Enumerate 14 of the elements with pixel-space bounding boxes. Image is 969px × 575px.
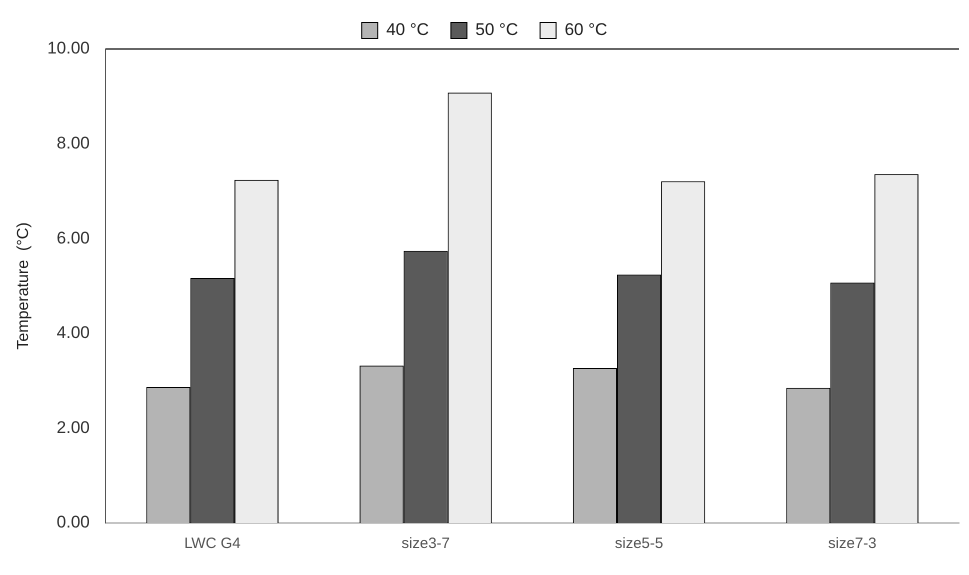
y-tick-label: 0.00	[56, 512, 90, 532]
y-tick-label: 4.00	[56, 323, 90, 342]
y-tick-label: 8.00	[56, 133, 90, 152]
y-tick-label: 6.00	[56, 228, 90, 248]
x-tick-label: size3-7	[402, 535, 450, 552]
x-tick-label: size5-5	[614, 535, 664, 552]
legend-label: 40 °C	[386, 20, 429, 40]
legend-label: 50 °C	[475, 20, 518, 40]
y-tick-label: 2.00	[56, 418, 90, 437]
y-tick-label: 10.00	[47, 38, 90, 58]
x-tick-label: size7-3	[828, 535, 877, 552]
y-axis-title: Temperature (°C)	[15, 222, 32, 350]
x-tick-label: LWC G4	[184, 535, 241, 552]
legend-label: 60 °C	[564, 20, 608, 40]
